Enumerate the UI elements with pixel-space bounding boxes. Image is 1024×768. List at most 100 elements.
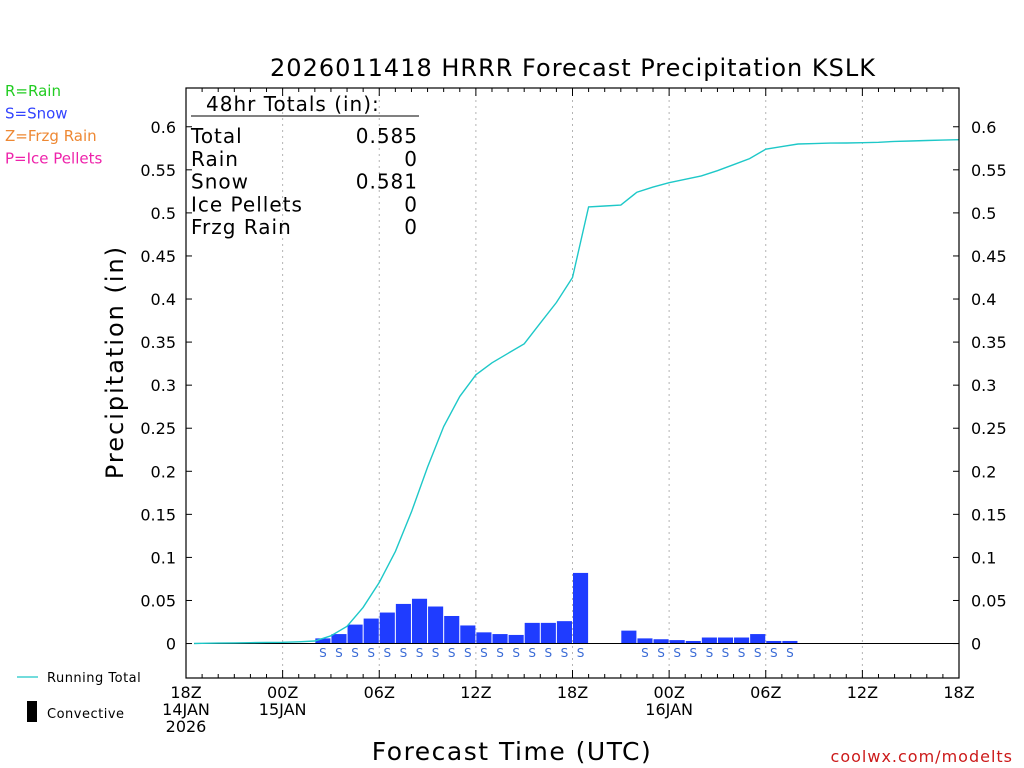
y-tick-label-right: 0.1 bbox=[971, 548, 996, 567]
snow-marker: S bbox=[367, 646, 375, 660]
snow-marker: S bbox=[561, 646, 569, 660]
snow-marker: S bbox=[754, 646, 762, 660]
precip-bar bbox=[637, 638, 653, 644]
y-tick-label-right: 0.55 bbox=[971, 161, 1007, 180]
precip-bar bbox=[524, 622, 540, 644]
precip-bar bbox=[315, 638, 331, 644]
precip-bar bbox=[379, 612, 395, 644]
snow-marker: S bbox=[432, 646, 440, 660]
precip-bar bbox=[444, 615, 460, 644]
y-tick-label-right: 0.45 bbox=[971, 247, 1007, 266]
precip-bar bbox=[411, 598, 428, 644]
convective-legend-label: Convective bbox=[47, 707, 125, 722]
x-tick-label: 18Z bbox=[943, 683, 974, 702]
y-tick-label-right: 0 bbox=[971, 635, 981, 654]
y-axis-label: Precipitation (in) bbox=[101, 245, 129, 479]
totals-row-label: Rain bbox=[191, 147, 239, 171]
x-tick-label: 15JAN bbox=[259, 700, 307, 719]
precip-bar bbox=[395, 603, 411, 644]
x-tick-label: 16JAN bbox=[645, 700, 693, 719]
precip-bar bbox=[428, 606, 444, 644]
snow-marker: S bbox=[706, 646, 714, 660]
snow-marker: S bbox=[770, 646, 778, 660]
totals-row-value: 0 bbox=[404, 215, 418, 239]
precip-type-legend: R=Rain S=Snow Z=Frzg Rain P=Ice Pellets bbox=[5, 82, 102, 168]
x-tick-label: 18Z bbox=[557, 683, 588, 702]
precip-bar bbox=[621, 630, 637, 644]
precip-bar bbox=[782, 640, 798, 644]
totals-row-value: 0 bbox=[404, 192, 418, 216]
totals-row-label: Frzg Rain bbox=[191, 215, 292, 239]
bottom-legend: Running Total Convective bbox=[17, 671, 141, 722]
totals-row-value: 0 bbox=[404, 147, 418, 171]
precip-bar bbox=[717, 637, 734, 644]
precip-bar bbox=[460, 625, 476, 644]
credit-text: coolwx.com/modelts bbox=[831, 747, 1013, 766]
y-axis-left: 0 0.05 0.1 0.15 0.2 0.25 0.3 0.35 0.4 0.45 0.5 0.55… bbox=[140, 118, 192, 654]
x-tick-label: 2026 bbox=[166, 717, 207, 736]
ptype-legend-item: P=Ice Pellets bbox=[5, 150, 102, 168]
totals-box: 48hr Totals (in): Total 0.585 Rain 0 Snow 0.5… bbox=[190, 92, 419, 239]
y-tick-label-right: 0.15 bbox=[971, 505, 1007, 524]
snow-marker: S bbox=[383, 646, 391, 660]
x-tick-label: 12Z bbox=[460, 683, 491, 702]
precip-bar bbox=[492, 634, 508, 644]
y-tick-label-left: 0.25 bbox=[140, 419, 176, 438]
totals-rows: Total 0.585 Rain 0 Snow 0.581 Ice Pellets 0 Frzg… bbox=[190, 124, 418, 239]
y-tick-label-left: 0.4 bbox=[151, 290, 176, 309]
y-tick-label-right: 0.6 bbox=[971, 118, 996, 137]
totals-row-value: 0.585 bbox=[356, 124, 418, 148]
precip-bar bbox=[573, 572, 589, 644]
y-tick-label-right: 0.4 bbox=[971, 290, 996, 309]
y-tick-label-left: 0.45 bbox=[140, 247, 176, 266]
snow-marker: S bbox=[545, 646, 553, 660]
precip-bar bbox=[540, 622, 556, 644]
precip-bar bbox=[766, 640, 782, 644]
x-tick-label: 14JAN bbox=[162, 700, 210, 719]
y-tick-label-right: 0.05 bbox=[971, 591, 1007, 610]
y-tick-label-right: 0.2 bbox=[971, 462, 996, 481]
ptype-legend-item: R=Rain bbox=[5, 82, 61, 100]
y-tick-label-left: 0.55 bbox=[140, 161, 176, 180]
precip-bar bbox=[669, 640, 685, 644]
snow-marker: S bbox=[319, 646, 327, 660]
y-tick-label-right: 0.35 bbox=[971, 333, 1007, 352]
convective-legend-swatch bbox=[27, 701, 37, 722]
precip-bar bbox=[347, 624, 363, 644]
x-tick-label: 00Z bbox=[653, 683, 684, 702]
x-tick-label: 12Z bbox=[847, 683, 878, 702]
y-tick-label-left: 0.35 bbox=[140, 333, 176, 352]
snow-marker: S bbox=[416, 646, 424, 660]
precip-bar bbox=[508, 634, 524, 644]
ptype-legend-item: Z=Frzg Rain bbox=[5, 127, 97, 145]
snow-marker: S bbox=[480, 646, 488, 660]
snow-marker: S bbox=[689, 646, 697, 660]
snow-marker: S bbox=[351, 646, 359, 660]
y-axis-right: 0 0.05 0.1 0.15 0.2 0.25 0.3 0.35 0.4 0.45 0.5 0.55… bbox=[953, 118, 1007, 654]
totals-row-label: Ice Pellets bbox=[191, 192, 303, 216]
y-tick-label-left: 0.15 bbox=[140, 505, 176, 524]
precip-bar bbox=[685, 640, 701, 644]
precip-bar bbox=[653, 639, 669, 644]
y-tick-label-left: 0.05 bbox=[140, 591, 176, 610]
y-tick-label-left: 0.5 bbox=[151, 204, 176, 223]
precip-bar bbox=[734, 637, 750, 644]
y-tick-label-left: 0.2 bbox=[151, 462, 176, 481]
snow-marker: S bbox=[786, 646, 794, 660]
x-tick-label: 06Z bbox=[750, 683, 781, 702]
snow-marker: S bbox=[464, 646, 472, 660]
totals-row-value: 0.581 bbox=[356, 170, 418, 194]
snow-marker: S bbox=[657, 646, 665, 660]
vertical-gridlines bbox=[282, 88, 863, 678]
y-tick-label-left: 0 bbox=[166, 635, 176, 654]
y-tick-label-left: 0.1 bbox=[151, 548, 176, 567]
precip-bar bbox=[750, 634, 766, 644]
x-tick-label: 06Z bbox=[364, 683, 395, 702]
snow-marker: S bbox=[335, 646, 343, 660]
hourly-precip-bars bbox=[315, 572, 798, 644]
snow-marker: S bbox=[496, 646, 504, 660]
snow-marker: S bbox=[528, 646, 536, 660]
x-tick-label: 18Z bbox=[170, 683, 201, 702]
y-tick-label-right: 0.25 bbox=[971, 419, 1007, 438]
